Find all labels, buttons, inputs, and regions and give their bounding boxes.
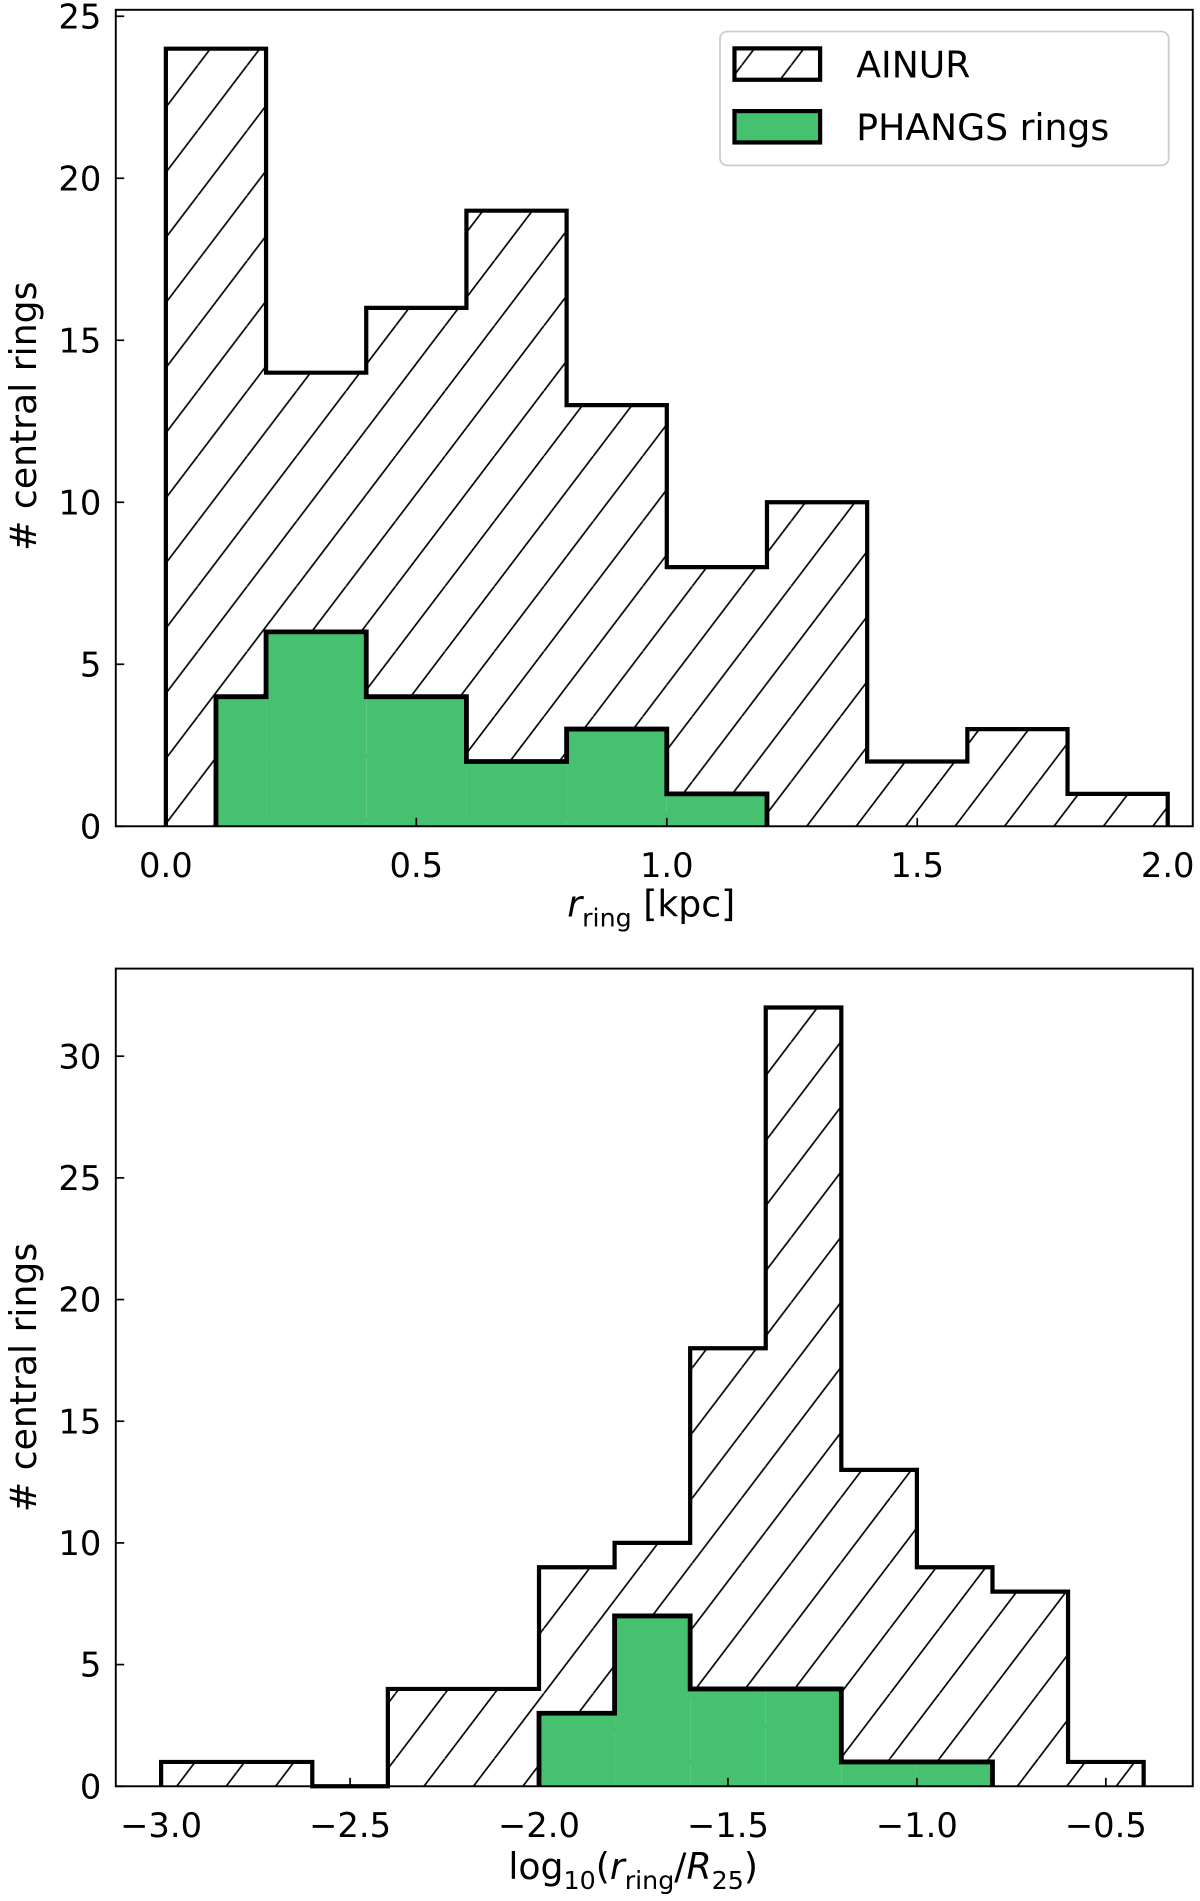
y-tick-label: 5 — [80, 1646, 101, 1685]
x-tick-label: −1.0 — [876, 1806, 958, 1845]
ainur-bar — [463, 1688, 540, 1787]
legend-label-phangs: PHANGS rings — [856, 106, 1109, 149]
top-x-axis-label: rring [kpc] — [567, 883, 735, 933]
phangs-series — [536, 1613, 995, 1787]
phangs-bar — [916, 1761, 993, 1787]
legend: AINUR PHANGS rings — [719, 30, 1170, 167]
ainur-bar — [916, 1567, 993, 1787]
y-tick-label: 25 — [58, 1159, 101, 1198]
legend-swatch-phangs — [732, 108, 823, 145]
phangs-bar — [466, 761, 567, 827]
ainur-bar — [967, 729, 1068, 827]
phangs-bar — [690, 1688, 766, 1787]
ainur-bar — [841, 1469, 917, 1787]
phangs-outline — [213, 629, 770, 827]
x-tick-label: 1.0 — [640, 846, 694, 885]
x-tick-label: 1.5 — [890, 846, 944, 885]
y-tick-label: 10 — [58, 1524, 101, 1563]
ainur-bar — [466, 210, 567, 827]
phangs-bar — [841, 1761, 917, 1787]
ainur-bar — [1067, 793, 1168, 827]
x-tick-label: 2.0 — [1141, 846, 1195, 885]
ainur-outline — [163, 46, 1170, 827]
y-tick-label: 5 — [80, 645, 101, 684]
y-tick-label: 0 — [80, 1767, 101, 1806]
axes-frame — [114, 967, 1194, 1788]
y-tick-label: 15 — [58, 1402, 101, 1441]
ainur-bar — [666, 567, 767, 827]
y-tick-label: 15 — [58, 321, 101, 360]
ainur-bar — [161, 1761, 237, 1787]
x-tick-label: −2.5 — [309, 1806, 391, 1845]
phangs-bar — [539, 1713, 615, 1787]
x-tick-label: 0.0 — [139, 846, 193, 885]
y-tick-label: 10 — [58, 483, 101, 522]
phangs-bar — [765, 1688, 842, 1787]
x-tick-label: −1.5 — [687, 1806, 769, 1845]
phangs-bar — [566, 729, 667, 827]
ainur-bar — [236, 1761, 313, 1787]
bottom-x-axis-label: log10(rring/R25) — [508, 1845, 758, 1895]
phangs-outline — [536, 1613, 995, 1787]
phangs-bar — [614, 1615, 691, 1787]
y-tick-label: 0 — [80, 807, 101, 846]
x-tick-label: 0.5 — [389, 846, 443, 885]
phangs-series — [213, 629, 770, 827]
y-tick-label: 25 — [58, 0, 101, 36]
bottom-histogram-panel: −3.0 −2.5 −2.0 −1.5 −1.0 −0.5 0 5 10 15 20 25 30 — [58, 967, 1194, 1845]
top-y-axis-label: # central rings — [2, 282, 45, 551]
ainur-bar — [387, 1688, 464, 1787]
bottom-y-axis-label: # central rings — [2, 1243, 45, 1512]
ainur-bar — [867, 761, 968, 827]
phangs-bar — [366, 696, 467, 827]
x-tick-label: −0.5 — [1065, 1806, 1147, 1845]
phangs-bar — [266, 631, 367, 827]
ainur-series — [163, 46, 1170, 827]
y-tick-label: 30 — [58, 1037, 101, 1076]
legend-frame — [719, 30, 1170, 167]
x-tick-label: −3.0 — [120, 1806, 202, 1845]
x-tick-label: −2.0 — [498, 1806, 580, 1845]
y-tick-label: 20 — [58, 159, 101, 198]
legend-label-ainur: AINUR — [856, 43, 970, 86]
y-tick-label: 20 — [58, 1281, 101, 1320]
legend-swatch-ainur — [732, 46, 823, 82]
phangs-bar — [666, 793, 767, 827]
axes-frame — [114, 8, 1194, 828]
ainur-bar — [766, 502, 868, 827]
ainur-bar — [765, 1007, 842, 1787]
ainur-bar — [992, 1591, 1069, 1787]
phangs-bar — [215, 696, 267, 827]
